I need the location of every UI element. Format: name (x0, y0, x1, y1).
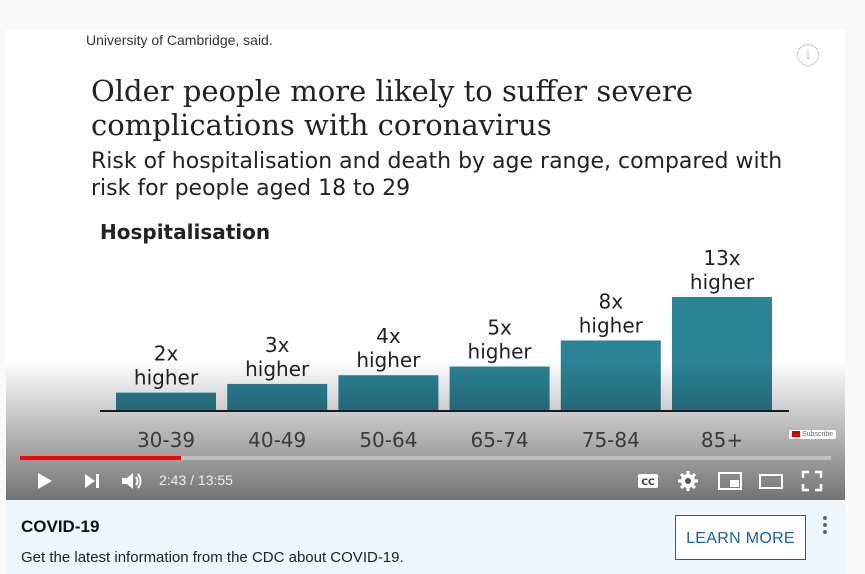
bar-65-74 (449, 366, 550, 410)
video-player[interactable]: University of Cambridge, said. i Older p… (6, 30, 845, 500)
tick-label-30-39: 30-39 (137, 428, 195, 452)
svg-text:CC: CC (641, 478, 655, 488)
info-icon[interactable]: i (797, 44, 819, 66)
chart-subtitle: Risk of hospitalisation and death by age… (91, 149, 783, 201)
data-label-30-39-0: 2x (154, 342, 179, 366)
time-display: 2:43 / 13:55 (159, 472, 233, 488)
bar-40-49 (227, 383, 328, 410)
info-panel: COVID-19 Get the latest information from… (6, 500, 845, 574)
settings-icon[interactable] (676, 469, 700, 493)
subscribe-watermark[interactable]: Subscribe (789, 430, 837, 439)
bar-85+ (672, 297, 772, 410)
youtube-logo-icon (792, 431, 800, 438)
theater-icon[interactable] (758, 469, 784, 493)
tick-label-50-64: 50-64 (359, 428, 417, 452)
info-panel-title: COVID-19 (21, 517, 100, 536)
caption-text: University of Cambridge, said. (86, 32, 273, 48)
chart-title: Older people more likely to suffer sever… (91, 74, 693, 142)
data-label-50-64-0: 4x (376, 324, 401, 348)
play-icon[interactable] (32, 469, 56, 493)
data-label-40-49-1: higher (245, 357, 310, 381)
info-panel-description: Get the latest information from the CDC … (21, 549, 404, 566)
tick-label-75-84: 75-84 (582, 428, 640, 452)
learn-more-button[interactable]: LEARN MORE (675, 515, 806, 560)
data-label-85+-1: higher (690, 270, 755, 294)
chart-section-label: Hospitalisation (100, 220, 271, 244)
data-label-85+-0: 13x (703, 246, 740, 270)
data-label-75-84-0: 8x (599, 289, 624, 313)
bar-50-64 (338, 375, 439, 410)
tick-label-40-49: 40-49 (248, 428, 306, 452)
volume-icon[interactable] (119, 469, 145, 493)
data-label-65-74-1: higher (468, 340, 533, 364)
data-label-50-64-1: higher (356, 348, 421, 372)
data-label-40-49-0: 3x (265, 333, 290, 357)
bar-75-84 (560, 340, 661, 410)
progress-bar[interactable] (20, 456, 831, 460)
player-controls: 2:43 / 13:55 CC (6, 464, 845, 500)
miniplayer-icon[interactable] (717, 469, 743, 493)
fullscreen-icon[interactable] (800, 469, 824, 493)
cc-icon[interactable]: CC (636, 469, 660, 493)
bar-chart: 2xhigher30-393xhigher40-494xhigher50-645… (100, 246, 789, 452)
tick-label-65-74: 65-74 (471, 428, 529, 452)
data-label-75-84-1: higher (579, 313, 644, 337)
data-label-65-74-0: 5x (487, 316, 512, 340)
tick-label-85+: 85+ (701, 428, 743, 452)
bar-30-39 (116, 392, 216, 410)
progress-played (20, 456, 181, 460)
more-options-icon[interactable] (820, 516, 830, 538)
subscribe-label: Subscribe (802, 431, 834, 438)
next-icon[interactable] (80, 469, 104, 493)
data-label-30-39-1: higher (134, 366, 199, 390)
